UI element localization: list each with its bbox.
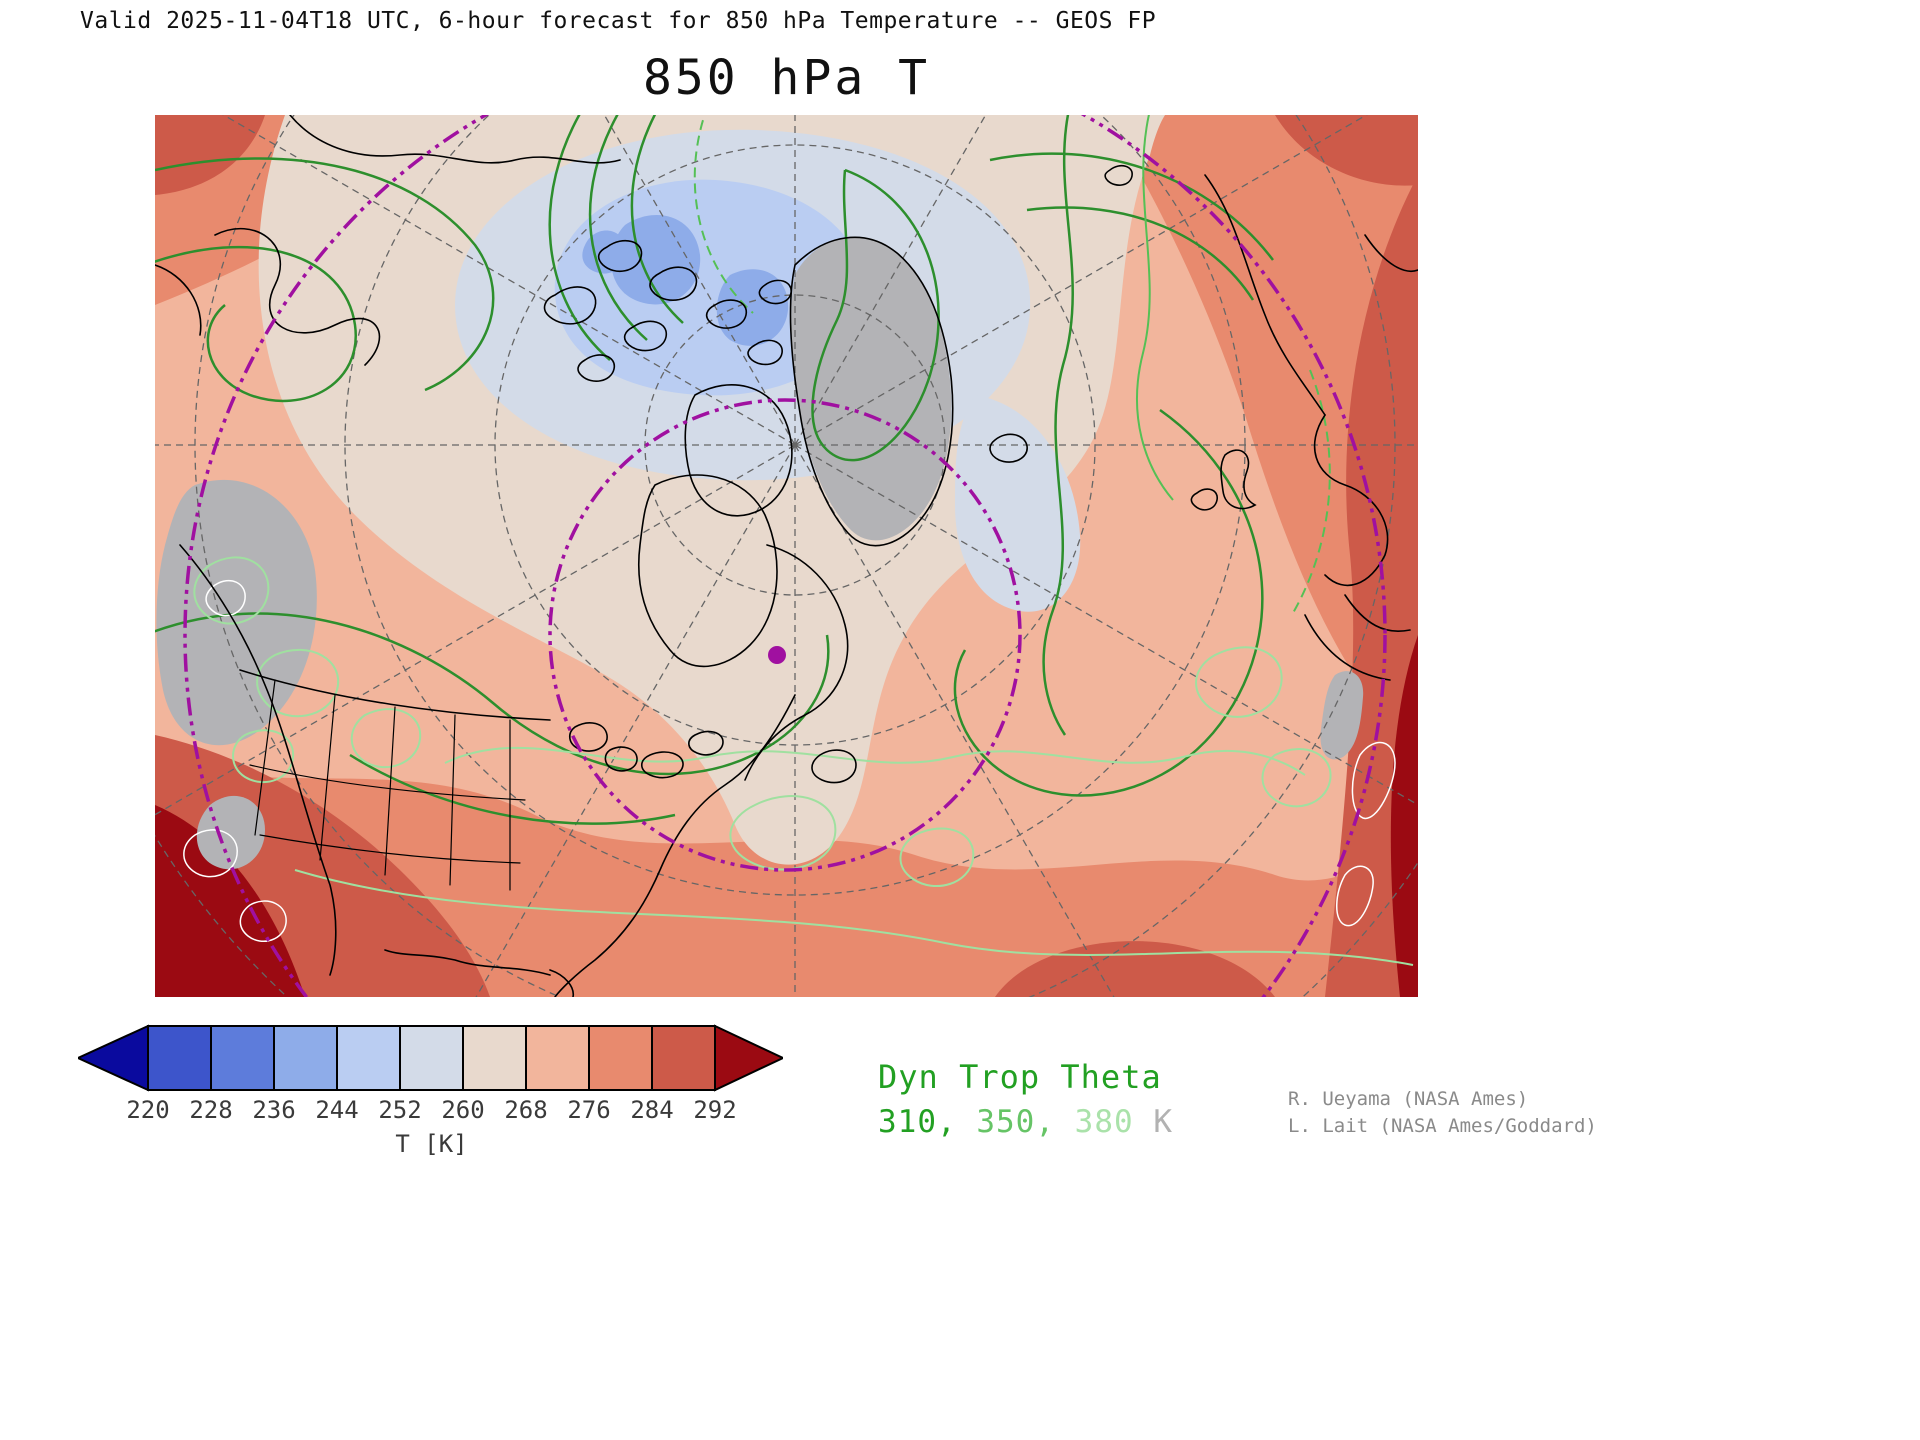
trop-theta-value: 380 [1074, 1104, 1134, 1140]
map [155, 115, 1418, 997]
colorbar-cell [210, 1025, 275, 1091]
colorbar-tick-label: 244 [315, 1096, 359, 1124]
colorbar-tick-label: 276 [567, 1096, 611, 1124]
colorbar-tick-label: 220 [126, 1096, 170, 1124]
station-marker [768, 646, 786, 664]
colorbar-cell [399, 1025, 464, 1091]
colorbar-tick-label: 292 [693, 1096, 737, 1124]
colorbar-tick-label: 268 [504, 1096, 548, 1124]
colorbar-cell [147, 1025, 212, 1091]
latitude-circles [183, 115, 1387, 997]
colorbar-cell [273, 1025, 338, 1091]
colorbar-over-arrow [714, 1024, 786, 1092]
colorbar-tick-label: 236 [252, 1096, 296, 1124]
colorbar: 220 228 236 244 252 260 268 276 284 292 T [K] [75, 1018, 790, 1168]
page-title: 850 hPa T [642, 50, 931, 106]
colorbar-unit-label: T [K] [395, 1130, 468, 1158]
trop-theta-legend: Dyn Trop Theta 310, 350, 380 K [878, 1058, 1173, 1140]
colorbar-scale [75, 1024, 786, 1092]
credits: R. Ueyama (NASA Ames) L. Lait (NASA Ames… [1288, 1086, 1597, 1140]
colorbar-cell [651, 1025, 716, 1091]
colorbar-tick-label: 260 [441, 1096, 485, 1124]
colorbar-tick-label: 228 [189, 1096, 233, 1124]
trop-theta-title: Dyn Trop Theta [878, 1058, 1162, 1096]
white-contours [183, 579, 1396, 942]
graticule [155, 115, 1418, 997]
colorbar-cell [525, 1025, 590, 1091]
trop-theta-contours-380 [193, 556, 1414, 966]
map-canvas [155, 115, 1418, 997]
trop-theta-values: 310, 350, 380 K [878, 1104, 1173, 1140]
trop-theta-unit: K [1133, 1104, 1173, 1140]
trop-theta-value: 350, [976, 1104, 1075, 1140]
credit-line: L. Lait (NASA Ames/Goddard) [1288, 1115, 1597, 1137]
credit-line: R. Ueyama (NASA Ames) [1288, 1088, 1529, 1110]
colorbar-cell [462, 1025, 527, 1091]
colorbar-tick-label: 252 [378, 1096, 422, 1124]
trop-theta-value: 310, [878, 1104, 977, 1140]
colorbar-cell [336, 1025, 401, 1091]
temperature-field [155, 115, 1418, 997]
colorbar-cell [588, 1025, 653, 1091]
colorbar-tick-label: 284 [630, 1096, 674, 1124]
valid-line: Valid 2025-11-04T18 UTC, 6-hour forecast… [80, 8, 1157, 34]
colorbar-under-arrow [75, 1024, 149, 1092]
coastlines [155, 115, 1418, 997]
trop-theta-contours-350 [693, 115, 1331, 614]
